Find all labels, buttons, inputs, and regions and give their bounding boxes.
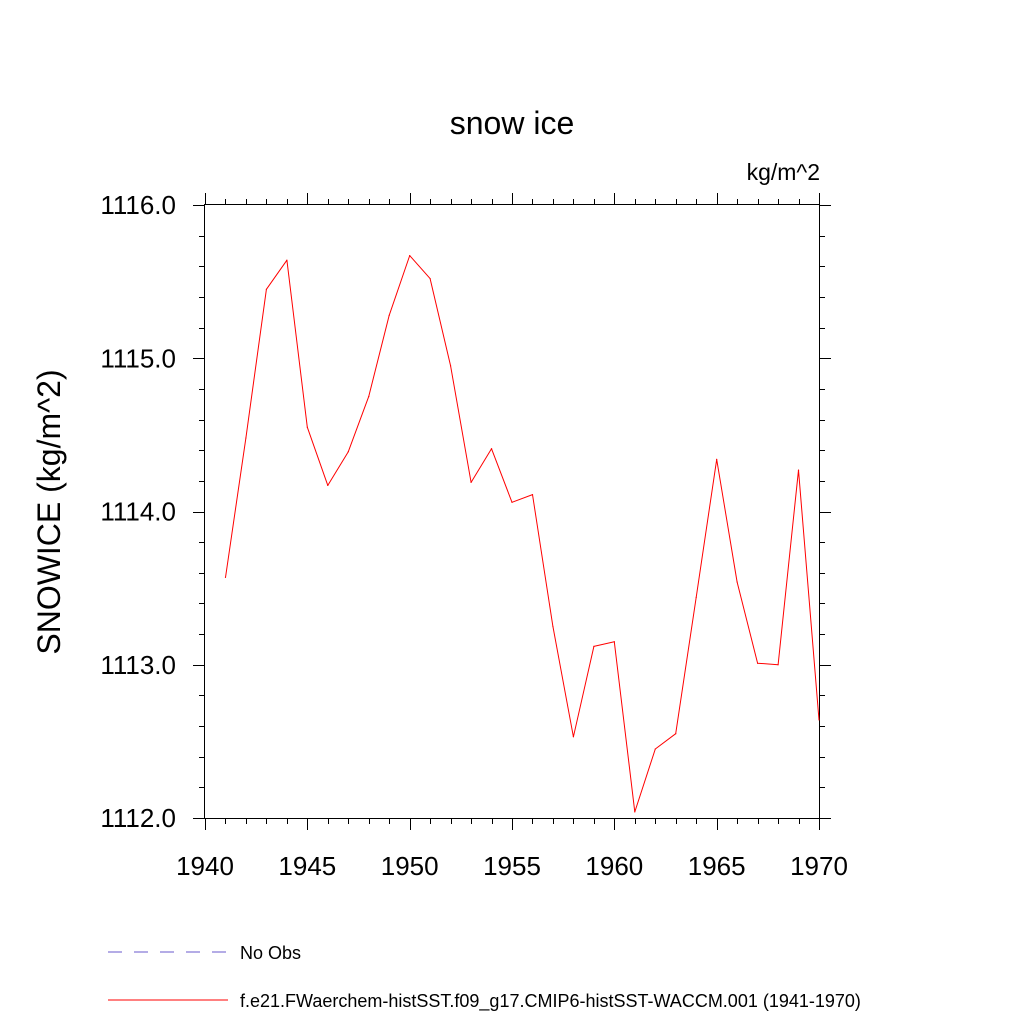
x-tick-label: 1970 bbox=[790, 851, 848, 881]
data-point bbox=[490, 448, 493, 450]
y-tick-label: 1112.0 bbox=[100, 803, 176, 833]
data-point bbox=[634, 811, 636, 813]
data-point bbox=[613, 641, 615, 643]
y-tick-label: 1115.0 bbox=[100, 343, 176, 373]
legend-label: No Obs bbox=[240, 943, 301, 963]
data-point bbox=[818, 719, 820, 721]
data-point bbox=[470, 481, 472, 483]
data-point bbox=[797, 469, 800, 471]
y-axis-label: SNOWICE (kg/m^2) bbox=[31, 369, 67, 654]
plot-frame bbox=[204, 204, 820, 819]
legend-label: f.e21.FWaerchem-histSST.f09_g17.CMIP6-hi… bbox=[240, 991, 861, 1012]
data-point bbox=[450, 365, 452, 367]
data-point bbox=[368, 395, 370, 398]
x-tick-label: 1965 bbox=[688, 851, 746, 881]
data-point bbox=[306, 426, 308, 428]
data-point bbox=[409, 254, 411, 257]
x-tick-label: 1950 bbox=[381, 851, 439, 881]
axis-ticks: 1940 1945 1950 1955 1960 1965 1970 1112.0 1113.0… bbox=[100, 190, 848, 881]
data-point bbox=[593, 645, 595, 647]
y-tick-label: 1116.0 bbox=[100, 190, 176, 220]
data-point bbox=[736, 581, 738, 583]
x-tick-label: 1945 bbox=[278, 851, 336, 881]
x-tick-label: 1955 bbox=[483, 851, 541, 881]
data-point bbox=[265, 288, 267, 290]
data-point bbox=[511, 501, 513, 503]
data-point bbox=[245, 437, 247, 439]
data-point bbox=[531, 494, 534, 496]
data-point bbox=[347, 451, 349, 453]
data-point bbox=[224, 576, 227, 578]
x-tick-label: 1940 bbox=[176, 851, 234, 881]
data-point bbox=[429, 277, 431, 280]
data-point bbox=[552, 625, 554, 628]
data-point bbox=[675, 733, 677, 735]
series-line bbox=[225, 255, 820, 813]
chart-title: snow ice bbox=[450, 105, 575, 141]
units-label: kg/m^2 bbox=[747, 159, 820, 185]
data-point bbox=[286, 259, 288, 261]
y-tick-label: 1113.0 bbox=[100, 650, 176, 680]
data-point bbox=[327, 484, 329, 487]
x-tick-label: 1960 bbox=[585, 851, 643, 881]
data-point bbox=[654, 748, 656, 750]
data-point bbox=[388, 314, 390, 316]
series-layer bbox=[224, 254, 820, 813]
data-point bbox=[757, 662, 759, 664]
data-point bbox=[716, 458, 718, 460]
y-tick-label: 1114.0 bbox=[100, 497, 176, 527]
data-point bbox=[572, 736, 575, 738]
data-point bbox=[777, 664, 779, 666]
data-point bbox=[695, 596, 697, 598]
legend: No Obs f.e21.FWaerchem-histSST.f09_g17.CM… bbox=[108, 943, 861, 1012]
